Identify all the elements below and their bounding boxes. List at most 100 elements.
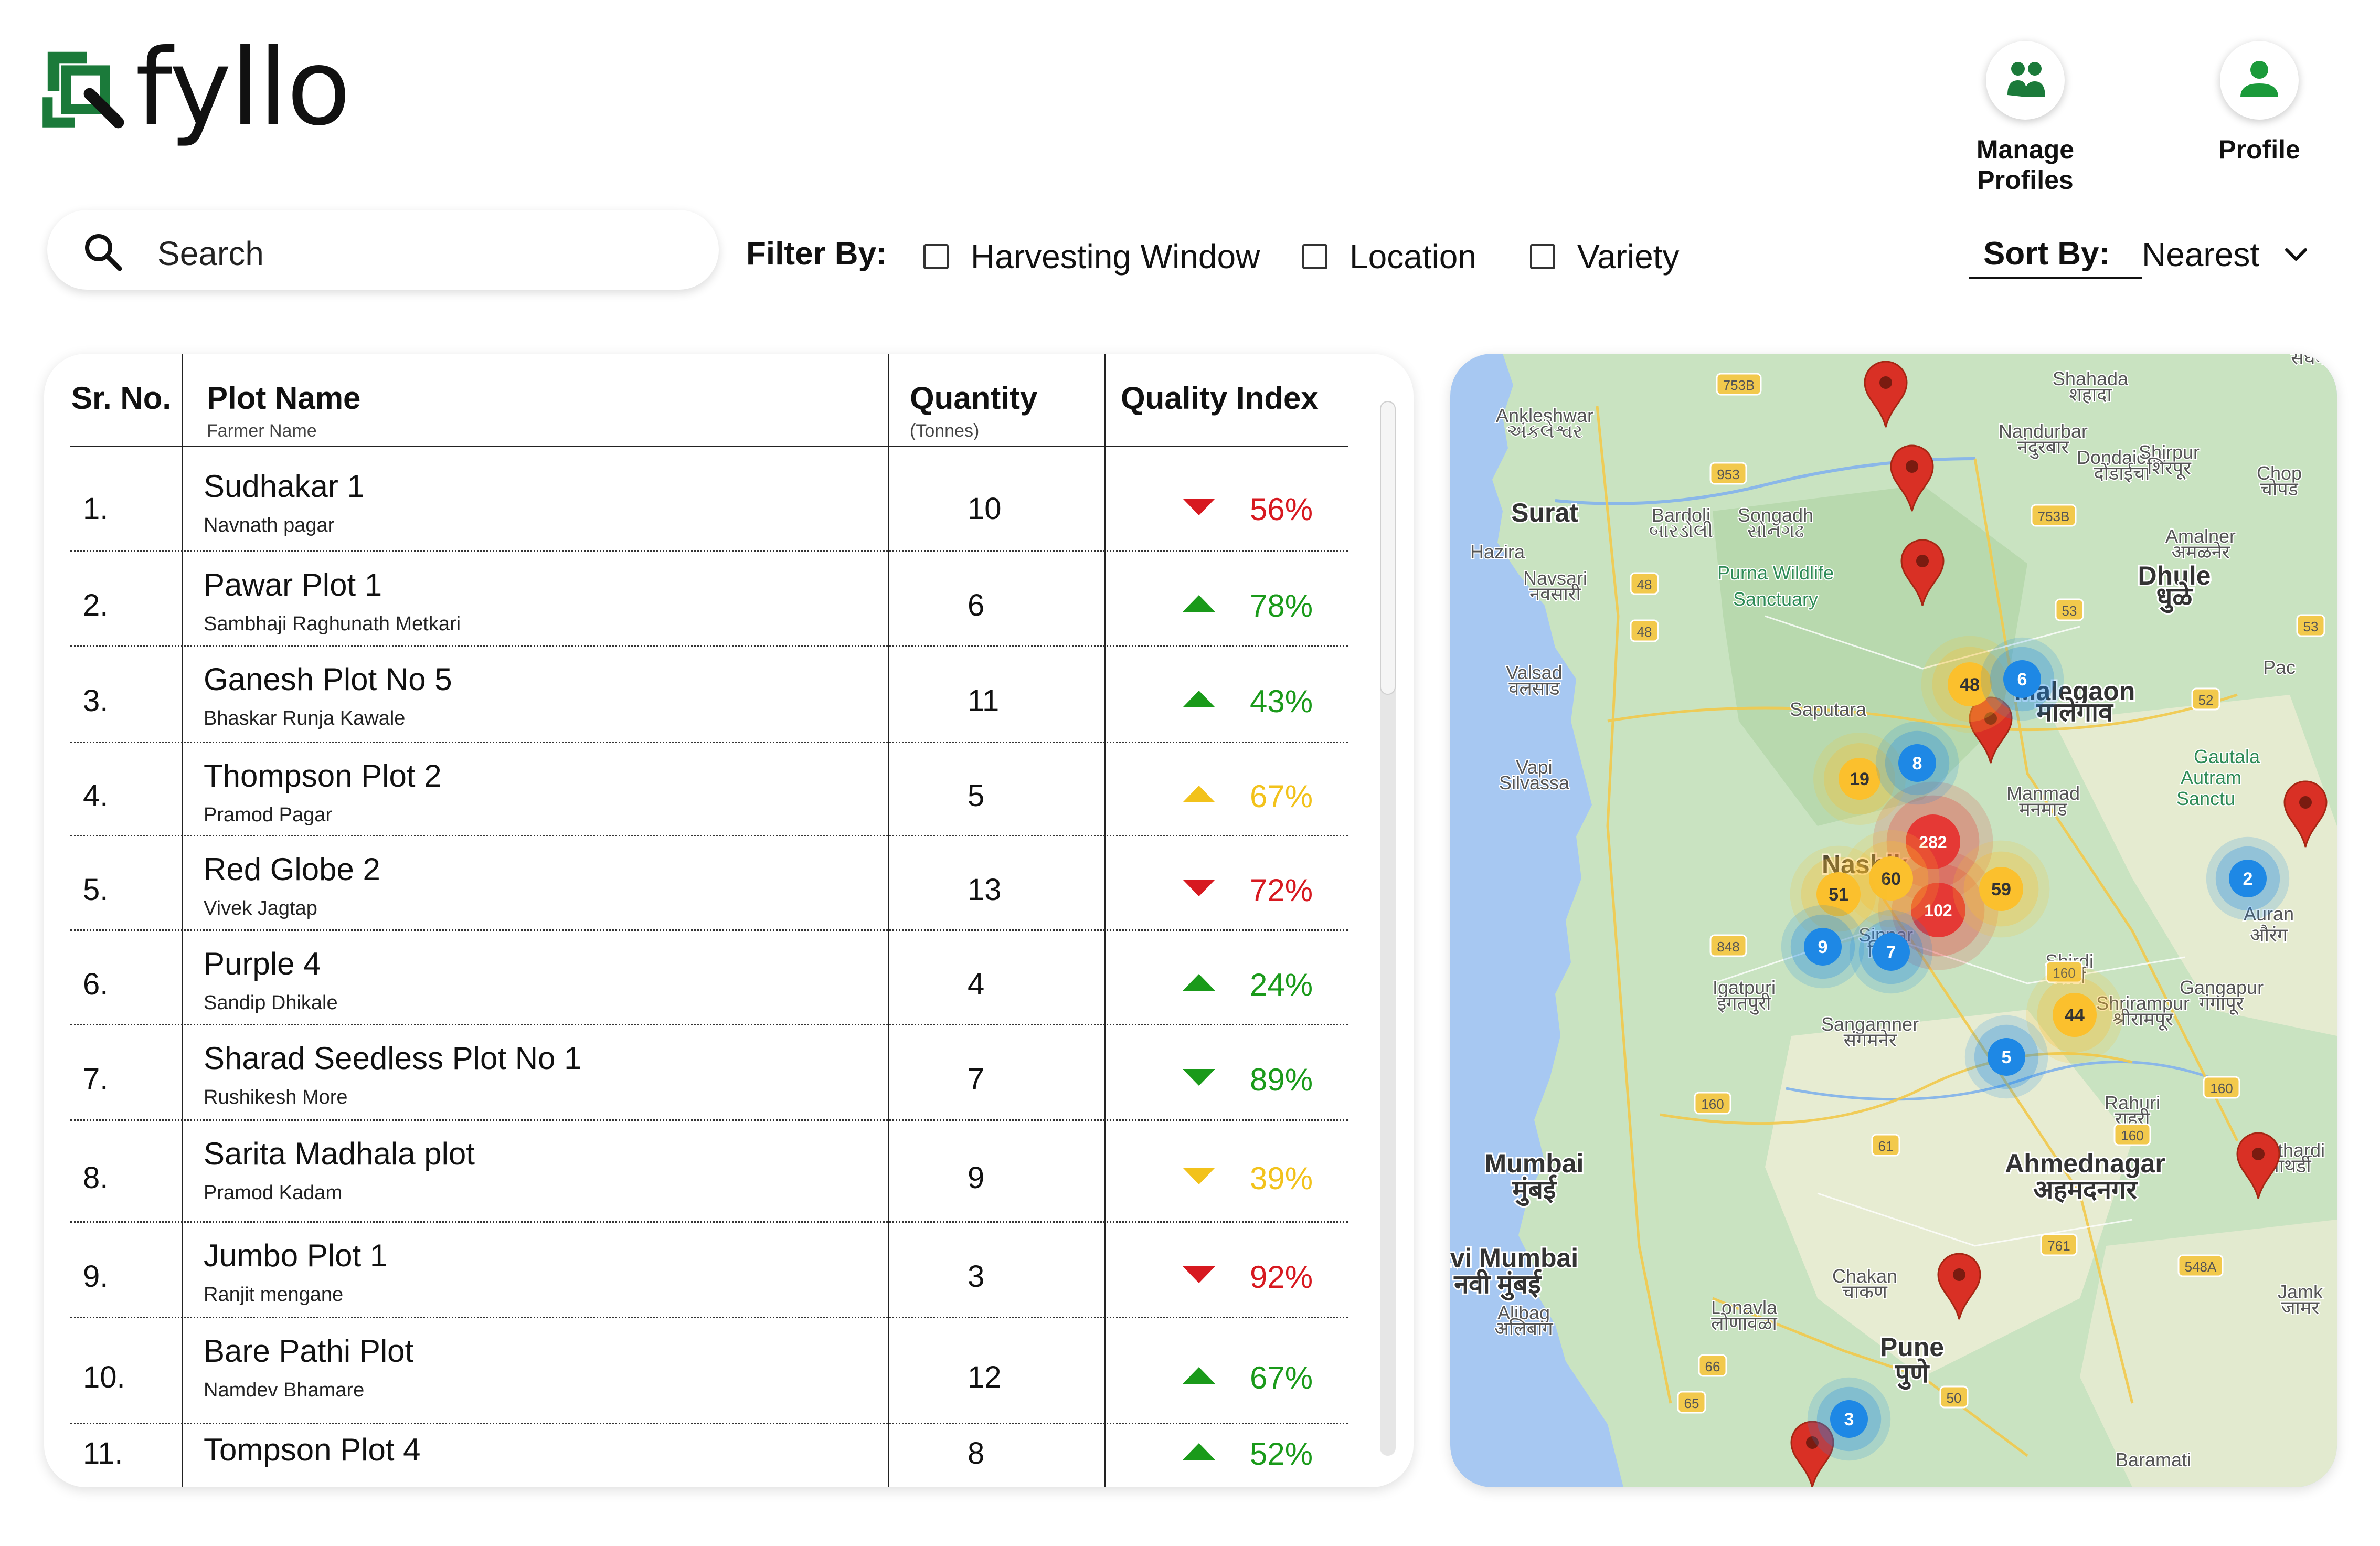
map-place-label: Purna Wildlife xyxy=(1717,562,1834,584)
map-place-label: Ankleshwar xyxy=(1496,405,1593,426)
map-road xyxy=(1596,406,1672,1404)
table-row[interactable]: 10. Bare Pathi Plot Namdev Bhamare 12 67% xyxy=(70,1318,1348,1424)
road-shield: 66 xyxy=(1698,1354,1727,1377)
map-place-label: Gautala xyxy=(2194,746,2260,767)
row-sr-no: 5. xyxy=(83,873,109,907)
map-cluster-marker[interactable]: 9 xyxy=(1781,905,1865,989)
table-row[interactable]: 8. Sarita Madhala plot Pramod Kadam 9 39% xyxy=(70,1121,1348,1223)
map-pin-icon[interactable] xyxy=(1937,1253,1981,1320)
map-place-label: नवसारी xyxy=(1529,583,1581,605)
sort-select[interactable]: Nearest xyxy=(2142,236,2260,273)
svg-text:51: 51 xyxy=(1829,885,1848,905)
map-pin-icon[interactable] xyxy=(2283,780,2328,848)
row-divider xyxy=(70,550,1348,552)
map-cluster-marker[interactable]: 7 xyxy=(1849,910,1933,994)
road-shield: 48 xyxy=(1630,619,1659,642)
road-shield: 52 xyxy=(2191,687,2220,711)
map-cluster-marker[interactable]: 2 xyxy=(2206,836,2290,920)
map-cluster-marker[interactable]: 8 xyxy=(1875,721,1959,805)
row-quantity: 8 xyxy=(968,1436,985,1470)
map-cluster-marker[interactable]: 3 xyxy=(1807,1377,1891,1461)
map-pin-icon[interactable] xyxy=(2236,1132,2280,1199)
table-row[interactable]: 1. Sudhakar 1 Navnath pagar 10 56% xyxy=(70,453,1348,552)
map-pin-icon[interactable] xyxy=(1969,696,2013,764)
map-place-label: Rahuri xyxy=(2105,1092,2160,1114)
table-row[interactable]: 7. Sharad Seedless Plot No 1 Rushikesh Mor… xyxy=(70,1025,1348,1121)
svg-text:160: 160 xyxy=(2210,1081,2233,1096)
map-cluster-marker[interactable]: 6 xyxy=(1980,637,2064,721)
filter-variety-checkbox[interactable]: Variety xyxy=(1530,237,1679,276)
header-plot-name: Plot Name xyxy=(207,380,361,416)
map-cluster-marker[interactable]: 5 xyxy=(1964,1015,2048,1099)
scrollbar-thumb[interactable] xyxy=(1380,401,1396,695)
map-pin-icon[interactable] xyxy=(1864,361,1908,428)
svg-text:761: 761 xyxy=(2047,1238,2070,1254)
row-plot-name: Tompson Plot 4 xyxy=(204,1432,421,1467)
map-pin-icon[interactable] xyxy=(1790,1421,1834,1487)
chevron-down-icon[interactable] xyxy=(2283,247,2309,262)
fyllo-logo-icon xyxy=(42,51,124,129)
table-row[interactable]: 4. Thompson Plot 2 Pramod Pagar 5 67% xyxy=(70,743,1348,836)
row-sr-no: 10. xyxy=(83,1360,125,1394)
trend-down-icon xyxy=(1183,1168,1215,1184)
svg-text:5: 5 xyxy=(2002,1047,2012,1067)
map-place-label: गंगापूर xyxy=(2199,992,2244,1015)
map-cluster-marker[interactable]: 59 xyxy=(1952,840,2050,938)
fyllo-logo[interactable]: fyllo xyxy=(41,36,351,150)
row-quantity: 6 xyxy=(968,588,985,622)
svg-text:102: 102 xyxy=(1924,901,1952,920)
table-row[interactable]: 6. Purple 4 Sandip Dhikale 4 24% xyxy=(70,931,1348,1025)
trend-up-icon xyxy=(1183,1443,1215,1460)
profile-label: Profile xyxy=(2218,135,2300,164)
row-farmer-name: Pramod Kadam xyxy=(204,1182,343,1204)
map-cluster-marker[interactable]: 19 xyxy=(1813,733,1906,825)
table-row[interactable]: 11. Tompson Plot 4 8 52% xyxy=(70,1424,1348,1487)
svg-text:48: 48 xyxy=(1960,675,1980,695)
road-shield: 753B xyxy=(2031,504,2077,527)
map-cluster-marker[interactable]: 60 xyxy=(1842,830,1940,927)
sort-underline xyxy=(1969,277,2142,279)
row-divider xyxy=(70,1423,1348,1424)
row-plot-name: Jumbo Plot 1 xyxy=(204,1238,388,1273)
map-place-label: Gangapur xyxy=(2180,977,2264,998)
row-plot-name: Bare Pathi Plot xyxy=(204,1333,414,1369)
search-input[interactable]: Search xyxy=(47,210,719,290)
map-place-label: Ahmednagar xyxy=(2005,1149,2165,1178)
table-row[interactable]: 3. Ganesh Plot No 5 Bhaskar Runja Kawale 11… xyxy=(70,647,1348,743)
map-place-label: Shrirampur xyxy=(2096,992,2190,1014)
map-cluster-marker[interactable]: 51 xyxy=(1790,845,1887,943)
svg-text:282: 282 xyxy=(1919,833,1947,852)
map-place-label: नवी मुंबई xyxy=(1453,1269,1542,1301)
svg-text:548A: 548A xyxy=(2185,1259,2217,1275)
profile-button[interactable]: Profile xyxy=(2175,41,2343,165)
map-road xyxy=(1607,693,2238,732)
row-divider xyxy=(70,645,1348,647)
map-terrain xyxy=(2080,1220,2337,1487)
svg-text:65: 65 xyxy=(1684,1395,1699,1411)
filter-harvesting-window-checkbox[interactable]: Harvesting Window xyxy=(923,237,1260,276)
checkbox-icon xyxy=(923,244,949,269)
manage-profiles-button[interactable]: Manage Profiles xyxy=(1941,41,2109,195)
table-row[interactable]: 2. Pawar Plot 1 Sambhaji Raghunath Metkari… xyxy=(70,552,1348,647)
map-pin-icon[interactable] xyxy=(1890,444,1934,512)
table-row[interactable]: 5. Red Globe 2 Vivek Jagtap 13 72% xyxy=(70,836,1348,931)
filter-location-checkbox[interactable]: Location xyxy=(1302,237,1476,276)
header-quantity-unit: (Tonnes) xyxy=(910,421,980,441)
map-place-label: Dondaicha xyxy=(2077,447,2168,468)
trend-up-icon xyxy=(1183,974,1215,991)
map-place-label: चोपड xyxy=(2260,478,2299,500)
manage-profiles-icon xyxy=(1986,41,2065,120)
row-sr-no: 1. xyxy=(83,492,109,526)
svg-text:2: 2 xyxy=(2243,869,2253,889)
plots-map[interactable]: Surat Navsari नवसारी Valsad वलसाड Vapi Silvass… xyxy=(1450,354,2337,1487)
map-cluster-marker[interactable]: 48 xyxy=(1921,636,2018,733)
map-cluster-marker[interactable]: 44 xyxy=(2026,966,2123,1064)
map-place-label: मुंबई xyxy=(1512,1174,1557,1206)
filter-location-label: Location xyxy=(1350,238,1476,276)
trend-down-icon xyxy=(1183,880,1215,896)
map-pin-icon[interactable] xyxy=(1900,539,1945,606)
checkbox-icon xyxy=(1302,244,1327,269)
table-row[interactable]: 9. Jumbo Plot 1 Ranjit mengane 3 92% xyxy=(70,1223,1348,1318)
map-place-label: Hazira xyxy=(1470,541,1525,563)
